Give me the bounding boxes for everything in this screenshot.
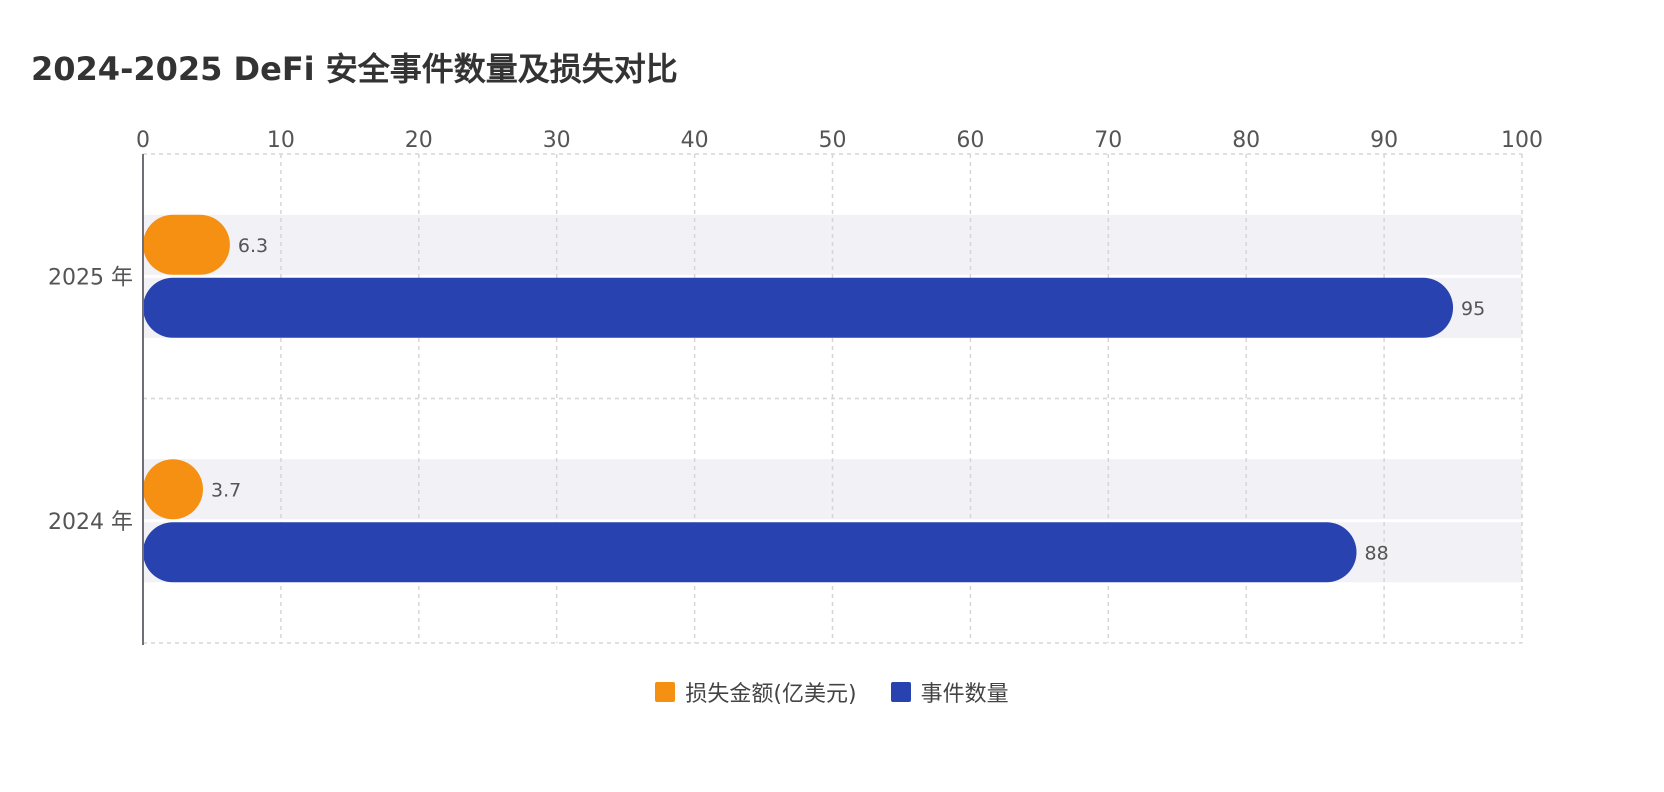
y-category-label: 2024 年 <box>48 510 133 535</box>
x-tick-label: 50 <box>819 128 847 153</box>
x-tick-label: 80 <box>1232 128 1260 153</box>
legend-label-count: 事件数量 <box>920 682 1009 707</box>
bars: 6.3 95 3.7 88 <box>143 214 1485 583</box>
x-tick-label: 0 <box>136 128 150 153</box>
legend-item-loss[interactable]: 损失金额(亿美元) <box>655 676 857 708</box>
chart-title: 2024-2025 DeFi 安全事件数量及损失对比 <box>31 50 678 88</box>
x-tick-label: 10 <box>267 128 295 153</box>
x-tick-label: 40 <box>681 128 709 153</box>
bar <box>143 459 203 520</box>
grid <box>143 153 1523 644</box>
data-label: 6.3 <box>238 235 268 257</box>
legend-swatch-loss <box>655 682 676 702</box>
legend-label-loss: 损失金额(亿美元) <box>685 682 857 707</box>
x-tick-label: 20 <box>405 128 433 153</box>
x-tick-label: 30 <box>543 128 571 153</box>
legend: 损失金额(亿美元) 事件数量 <box>0 676 1664 708</box>
data-label: 3.7 <box>211 479 241 501</box>
x-tick-label: 100 <box>1501 128 1543 153</box>
bar <box>143 277 1454 338</box>
data-label: 95 <box>1461 298 1485 320</box>
y-category-label: 2025 年 <box>48 265 133 290</box>
x-tick-label: 60 <box>956 128 984 153</box>
x-tick-label: 90 <box>1370 128 1398 153</box>
bar <box>143 522 1357 583</box>
legend-swatch-count <box>890 682 911 702</box>
bar <box>143 214 230 275</box>
x-tick-label: 70 <box>1094 128 1122 153</box>
data-label: 88 <box>1365 542 1389 564</box>
legend-item-count[interactable]: 事件数量 <box>890 676 1009 708</box>
